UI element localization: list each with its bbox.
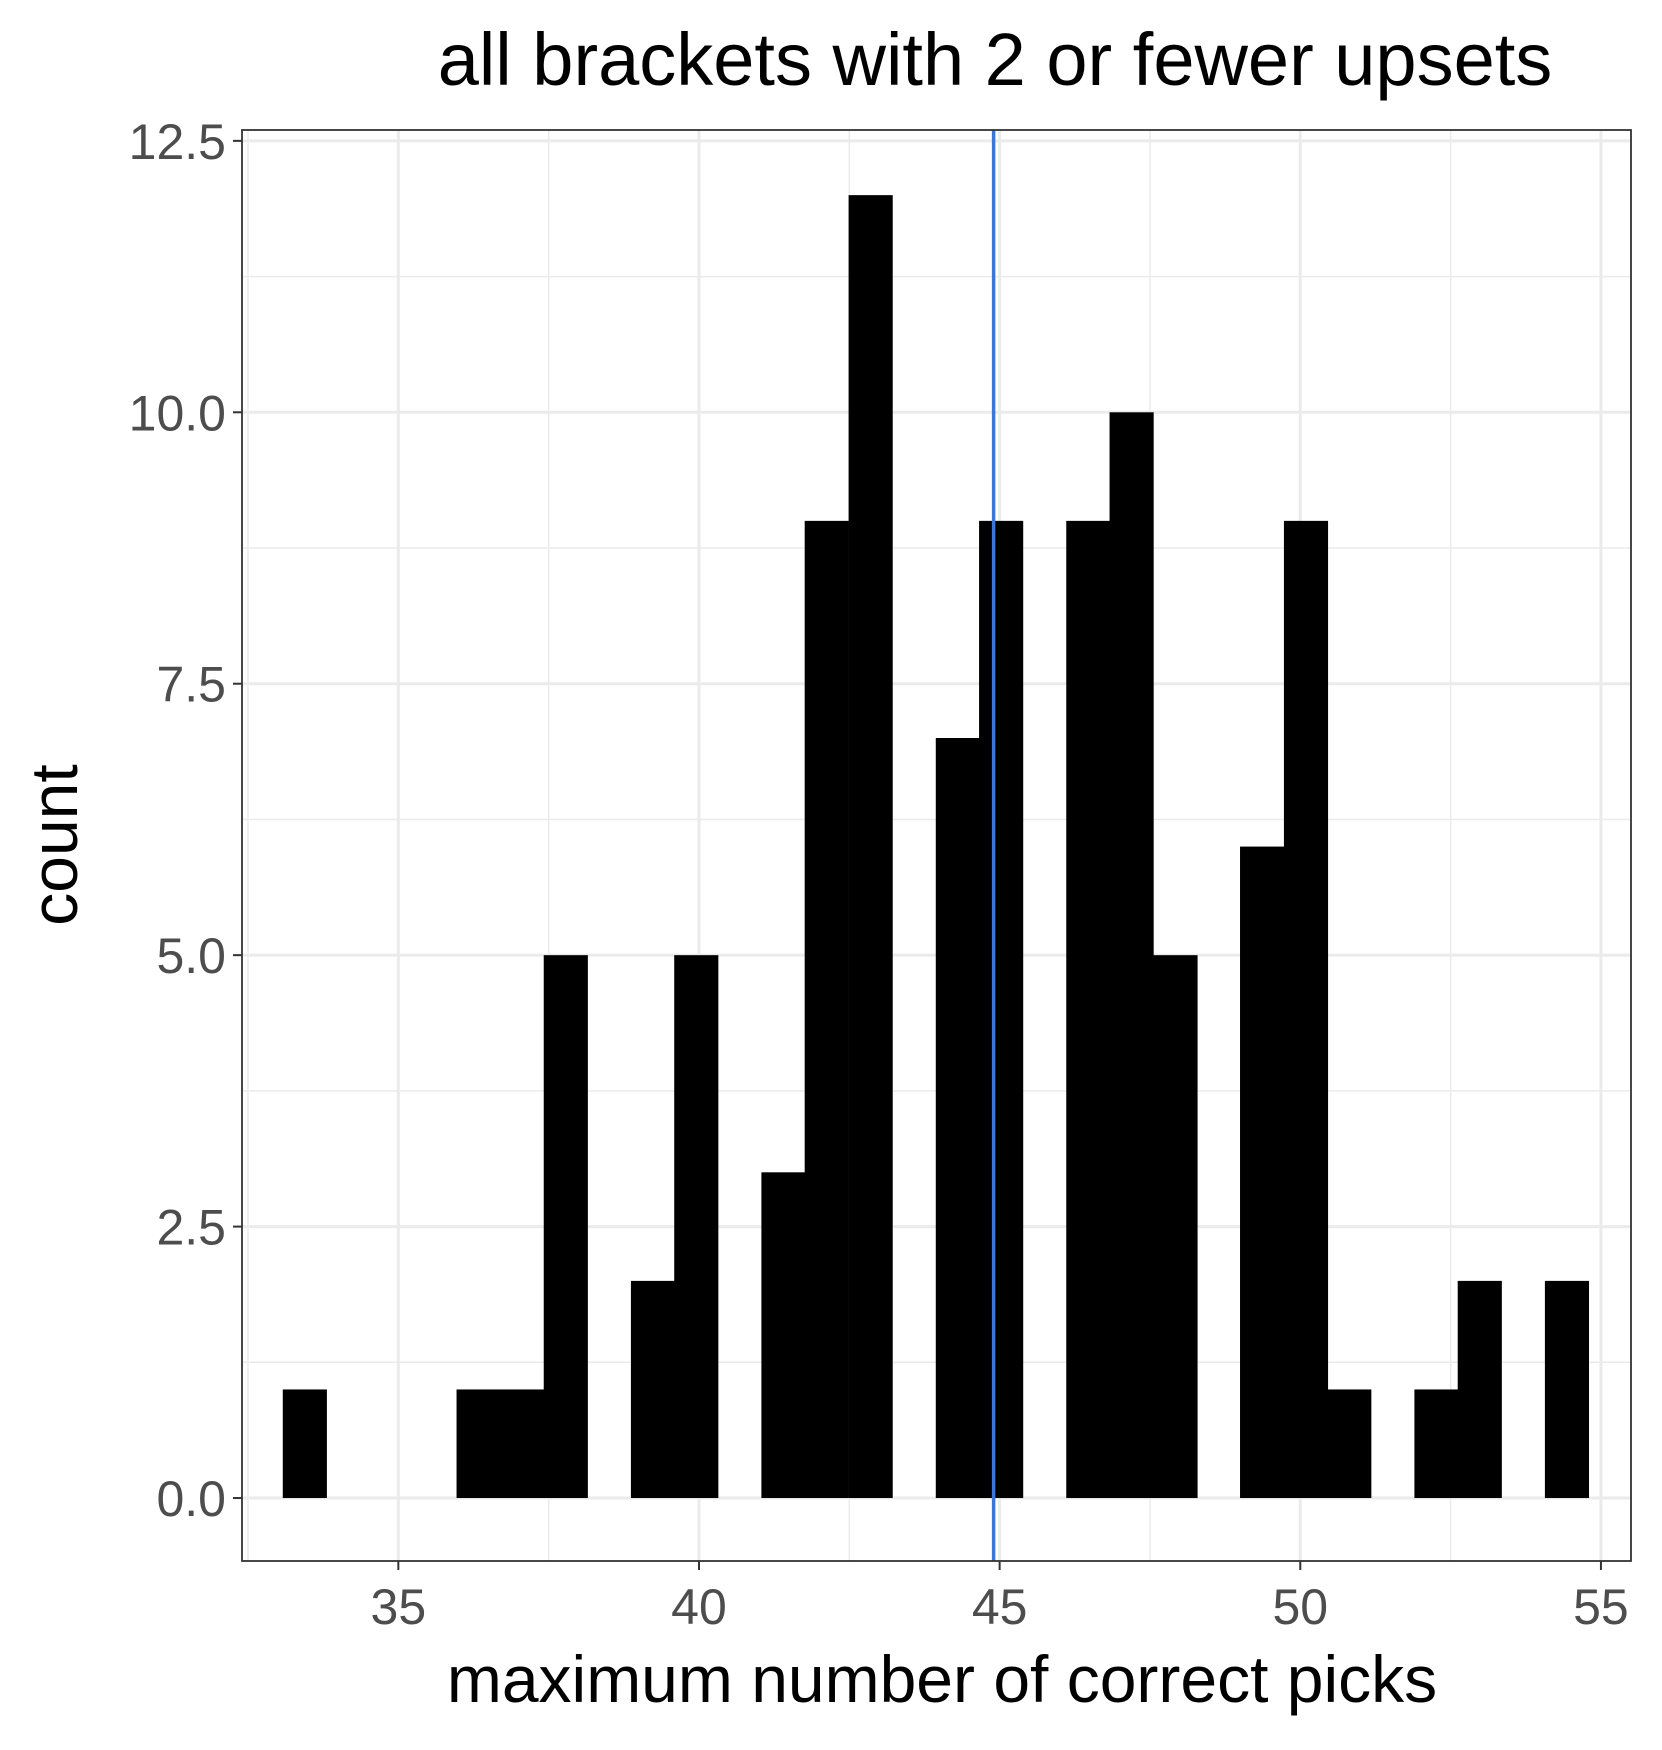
histogram-bar (935, 738, 980, 1499)
histogram-bar (979, 520, 1024, 1499)
histogram-bar (674, 955, 719, 1499)
histogram-bar (1544, 1280, 1590, 1499)
y-tick-label: 2.5 (156, 1200, 226, 1256)
x-axis-title: maximum number of correct picks (447, 1642, 1437, 1716)
histogram-bar (543, 955, 588, 1499)
x-tick-label: 45 (972, 1579, 1028, 1635)
histogram-bar (1327, 1389, 1372, 1499)
histogram-bar (1240, 846, 1285, 1499)
chart-title: all brackets with 2 or fewer upsets (438, 18, 1553, 101)
histogram-bar (1414, 1389, 1459, 1499)
histogram-bar (456, 1389, 501, 1499)
histogram-bar (630, 1280, 676, 1499)
x-tick-label: 35 (371, 1579, 427, 1635)
histogram-bar (282, 1389, 327, 1499)
x-tick-label: 50 (1272, 1579, 1328, 1635)
y-tick-label: 10.0 (129, 385, 226, 441)
panel-frame-group (241, 129, 1632, 1562)
axis-ticks: 35 40 45 50 55 0.0 2.5 5.0 7.5 10.0 12.5 (129, 114, 1629, 1635)
y-tick-label: 0.0 (156, 1471, 226, 1527)
histogram-bar (500, 1389, 545, 1499)
x-tick-label: 55 (1573, 1579, 1629, 1635)
panel-border (241, 129, 1632, 1562)
histogram-bar (761, 1172, 806, 1499)
histogram-bar (848, 195, 893, 1499)
histogram-bars (282, 195, 1590, 1499)
y-tick-label: 7.5 (156, 657, 226, 713)
histogram-bar (1066, 520, 1111, 1499)
y-axis-title: count (17, 764, 91, 925)
histogram-bar (1109, 412, 1154, 1499)
histogram-bar (1153, 955, 1198, 1499)
histogram-bar (1283, 520, 1329, 1499)
y-tick-label: 5.0 (156, 928, 226, 984)
y-tick-label: 12.5 (129, 114, 226, 170)
x-tick-label: 40 (671, 1579, 727, 1635)
histogram-bar (1457, 1280, 1502, 1499)
histogram-bar (804, 520, 849, 1499)
